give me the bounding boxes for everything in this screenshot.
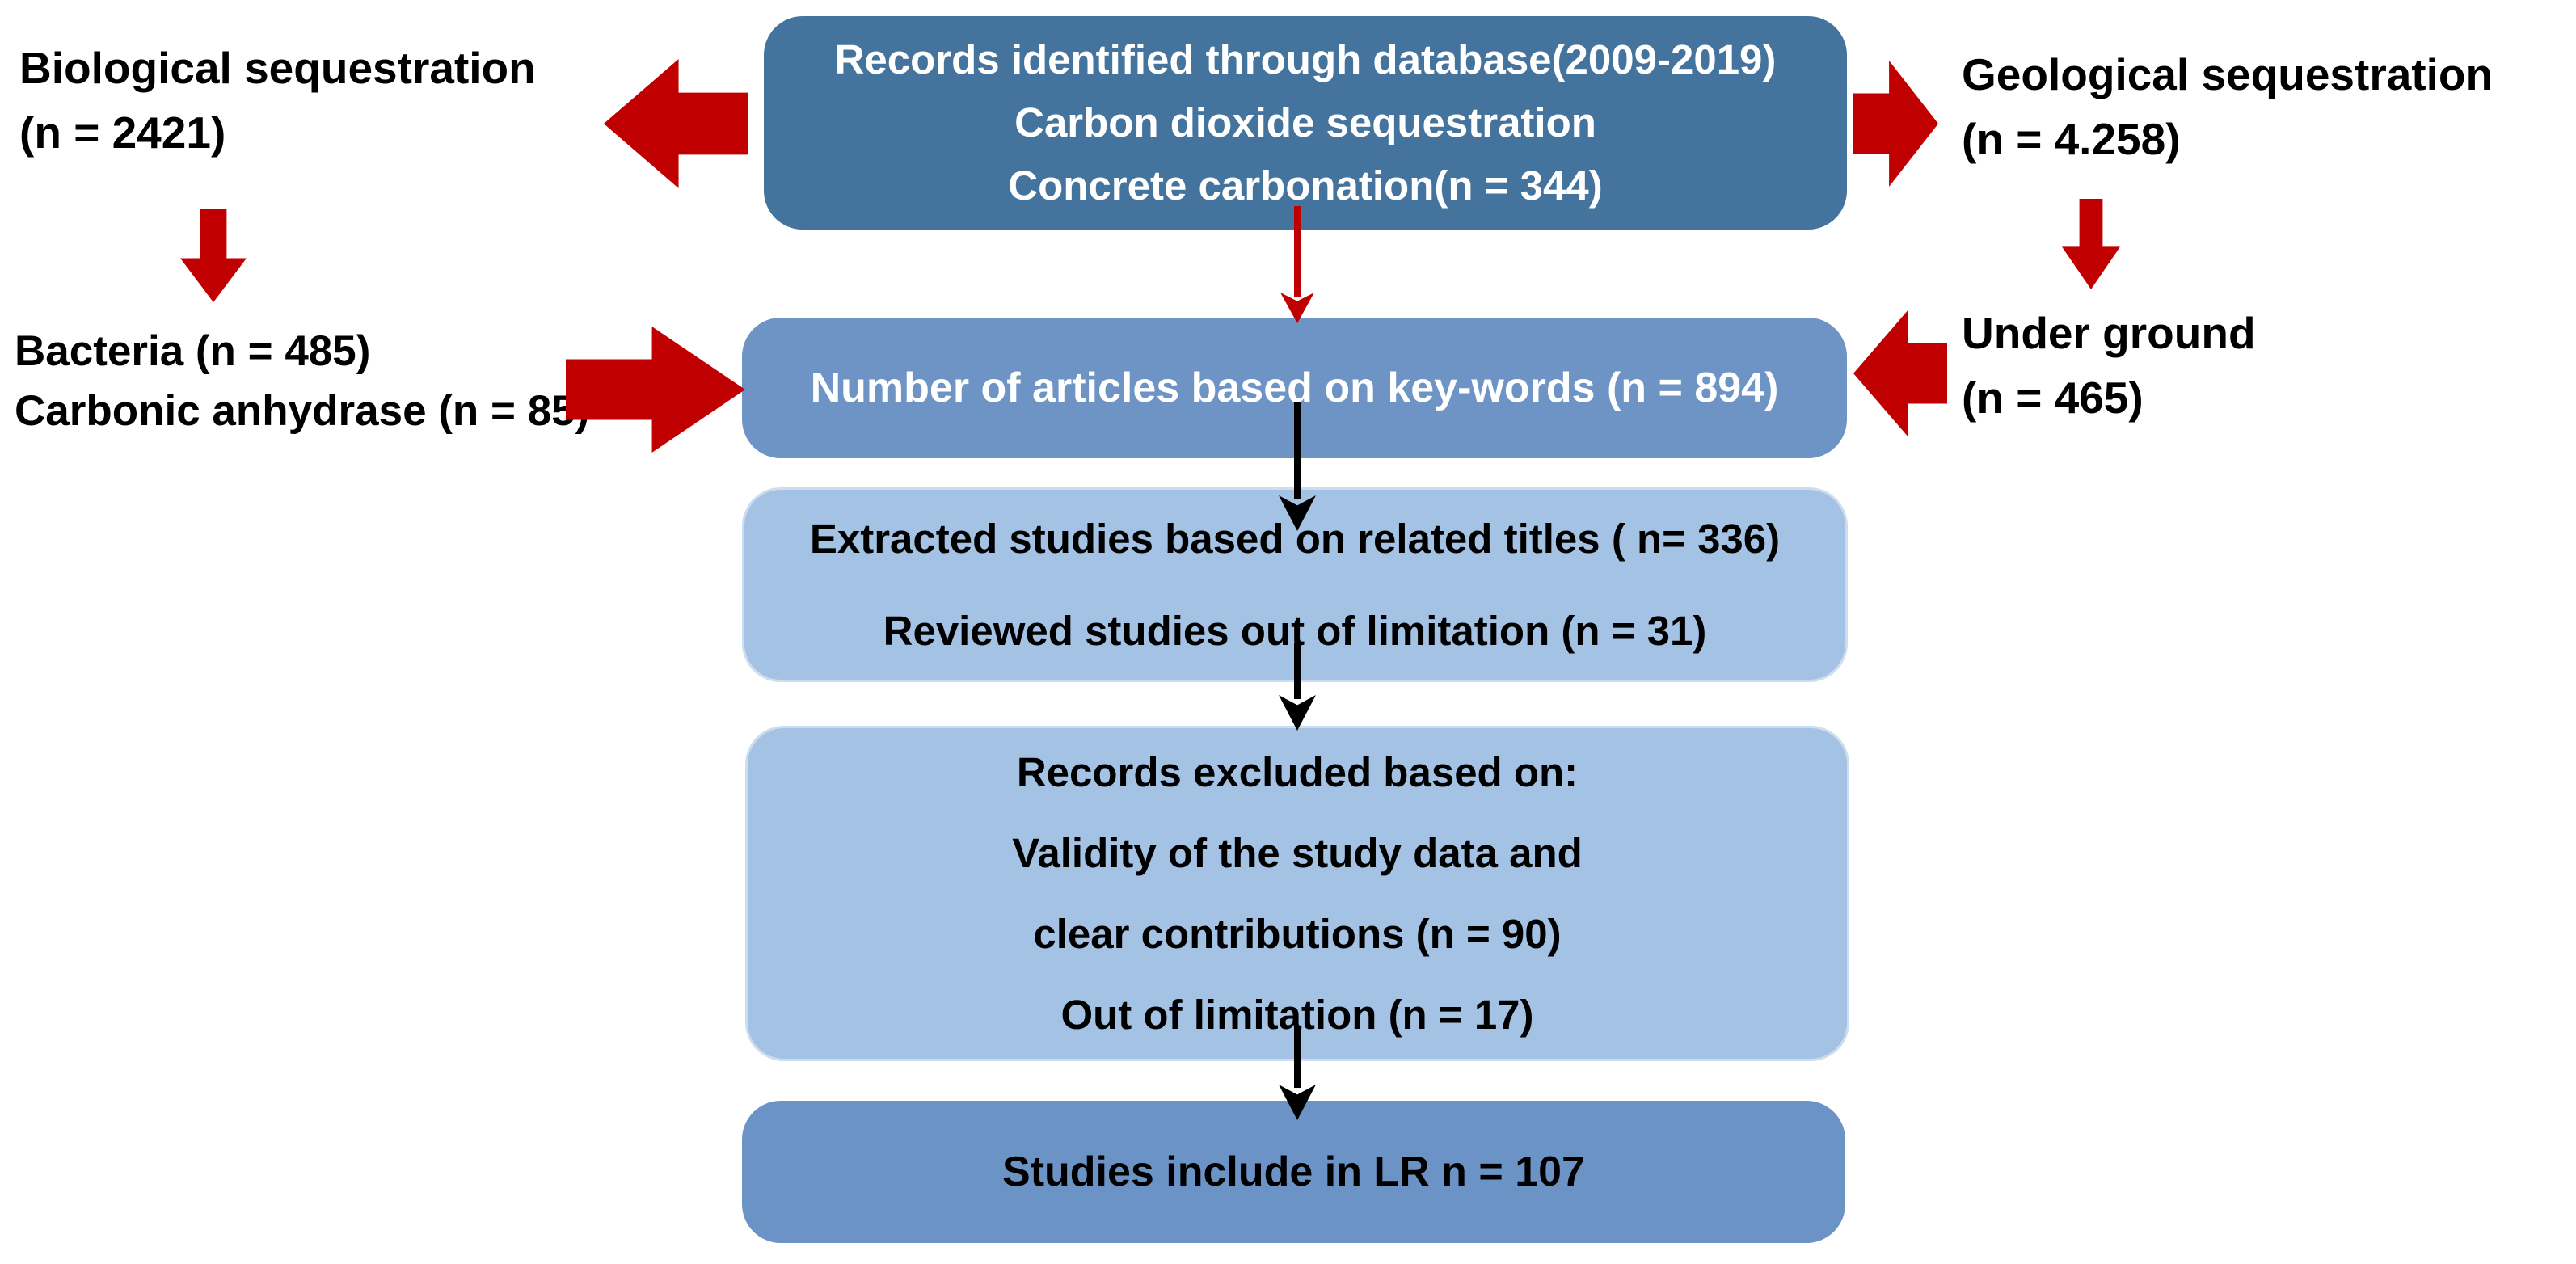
red-arrow-left-underground-to-articles-icon [1853, 310, 1947, 436]
red-arrow-left-to-biological-icon [604, 59, 748, 188]
red-arrow-right-bacteria-to-articles-icon [566, 327, 745, 453]
label-under-ground: Under ground (n = 465) [1962, 301, 2256, 430]
label-line: (n = 4.258) [1962, 114, 2181, 164]
label-line: Carbonic anhydrase (n = 85) [15, 387, 590, 435]
label-line: Bacteria (n = 485) [15, 327, 371, 375]
connector-records-to-articles-line [1294, 206, 1301, 297]
connector-extracted-to-excluded-line [1294, 643, 1301, 699]
box-text-line: Records excluded based on: [1016, 748, 1579, 795]
box-text-line: clear contributions (n = 90) [1033, 910, 1562, 957]
label-geological-sequestration: Geological sequestration (n = 4.258) [1962, 42, 2493, 171]
label-line: Biological sequestration [19, 43, 536, 93]
box-records-excluded: Records excluded based on: Validity of t… [745, 726, 1849, 1061]
label-biological-sequestration: Biological sequestration (n = 2421) [19, 36, 536, 165]
red-arrow-down-biological-to-bacteria-icon [180, 209, 247, 302]
red-arrow-right-to-geological-icon [1853, 61, 1938, 187]
label-line: Geological sequestration [1962, 49, 2494, 99]
label-bacteria-carbonic-anhydrase: Bacteria (n = 485) Carbonic anhydrase (n… [15, 322, 589, 441]
red-arrow-down-geological-to-underground-icon [2062, 199, 2120, 289]
connector-articles-to-extracted-line [1294, 402, 1301, 499]
connector-excluded-to-included-line [1294, 1026, 1301, 1088]
label-line: (n = 2421) [19, 107, 226, 158]
box-text-line: Validity of the study data and [1012, 829, 1583, 876]
box-text-line: Carbon dioxide sequestration [1014, 99, 1596, 145]
box-records-identified: Records identified through database(2009… [764, 16, 1847, 230]
box-text-line: Concrete carbonation(n = 344) [1008, 162, 1603, 209]
box-extracted-studies: Extracted studies based on related title… [742, 487, 1848, 682]
label-line: (n = 465) [1962, 373, 2144, 423]
box-text-line: Studies include in LR n = 107 [1002, 1148, 1585, 1195]
box-studies-included: Studies include in LR n = 107 [742, 1101, 1845, 1243]
label-line: Under ground [1962, 308, 2256, 358]
box-text-line: Records identified through database(2009… [834, 36, 1777, 82]
